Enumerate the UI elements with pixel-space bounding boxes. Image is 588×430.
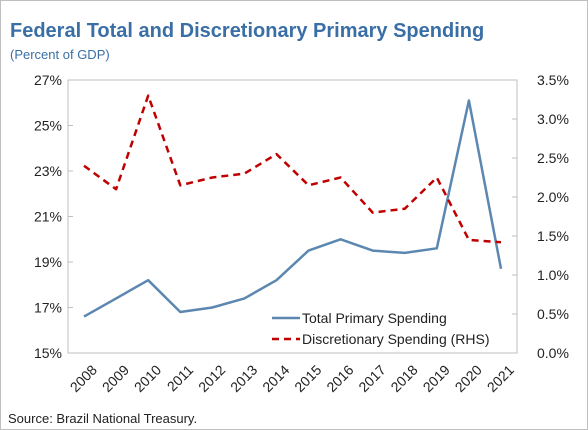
x-axis-tick-label: 2020: [452, 362, 485, 395]
x-axis-tick-label: 2011: [164, 362, 197, 395]
right-axis-tick-label: 3.5%: [537, 72, 569, 88]
right-axis-tick-label: 3.0%: [537, 111, 569, 127]
x-axis-tick-label: 2014: [259, 362, 292, 395]
x-axis-tick-label: 2018: [387, 362, 420, 395]
discretionary-spending-line: [83, 94, 502, 244]
left-axis-tick-label: 27%: [34, 72, 62, 88]
left-axis-tick-label: 15%: [34, 345, 62, 361]
left-axis-tick-label: 17%: [34, 300, 62, 316]
plot-area-border: [67, 79, 518, 354]
x-axis-tick-label: 2015: [291, 362, 324, 395]
right-axis-tick-label: 2.5%: [537, 150, 569, 166]
x-axis-tick-label: 2019: [420, 362, 453, 395]
left-axis-tick-label: 21%: [34, 209, 62, 225]
right-axis-tick-label: 0.5%: [537, 306, 569, 322]
x-axis-tick-label: 2010: [131, 362, 164, 395]
source-note: Source: Brazil National Treasury.: [8, 411, 198, 426]
right-axis-tick-label: 0.0%: [537, 345, 569, 361]
x-axis-tick-label: 2013: [227, 362, 260, 395]
chart-subtitle: (Percent of GDP): [10, 47, 110, 62]
x-axis-tick-label: 2016: [323, 362, 356, 395]
legend-label: Total Primary Spending: [302, 310, 447, 326]
right-axis-tick-label: 1.0%: [537, 267, 569, 283]
right-axis-tick-label: 1.5%: [537, 228, 569, 244]
left-axis-tick-label: 19%: [34, 254, 62, 270]
x-axis-tick-label: 2008: [67, 362, 100, 395]
x-axis-tick-label: 2009: [99, 362, 132, 395]
total-primary-spending-line: [83, 99, 503, 318]
right-axis-tick-label: 2.0%: [537, 189, 569, 205]
left-axis-tick-label: 23%: [34, 163, 62, 179]
left-axis-tick-label: 25%: [34, 118, 62, 134]
x-axis-tick-label: 2012: [195, 362, 228, 395]
x-axis-tick-label: 2021: [484, 362, 517, 395]
legend-label: Discretionary Spending (RHS): [302, 331, 490, 347]
x-axis-tick-label: 2017: [355, 362, 388, 395]
chart-title: Federal Total and Discretionary Primary …: [10, 20, 485, 42]
